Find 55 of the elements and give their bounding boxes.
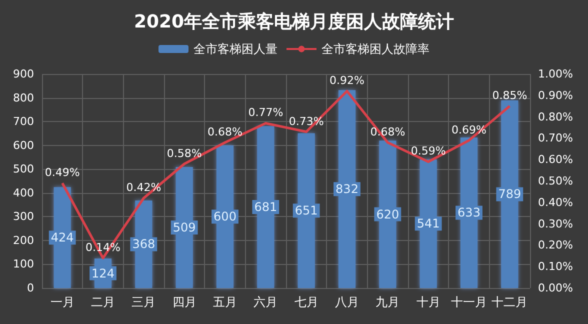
data-label: 0.92%: [330, 74, 364, 88]
x-tick-label: 一月: [50, 295, 74, 309]
data-label: 0.58%: [166, 146, 202, 160]
data-label: 600: [214, 210, 236, 224]
y-tick-label: 400: [13, 186, 34, 200]
y2-tick-label: 0.90%: [538, 88, 573, 102]
x-tick-label: 五月: [213, 295, 237, 309]
data-label: 541: [416, 216, 440, 231]
y2-tick-label: 0.70%: [538, 132, 573, 145]
data-label: 368: [132, 237, 156, 252]
data-label: 0.85%: [492, 89, 528, 102]
y-tick-label: 300: [13, 210, 34, 224]
y-tick-label: 900: [13, 68, 34, 80]
data-label: 832: [336, 182, 358, 196]
x-tick-label: 四月: [172, 295, 196, 309]
x-tick-label: 三月: [132, 295, 156, 309]
x-tick-label: 六月: [254, 295, 278, 309]
data-label: 124: [92, 266, 114, 280]
y-tick-label: 0: [27, 282, 34, 294]
x-tick-label: 八月: [335, 295, 359, 309]
legend-label: 全市客梯困人故障率: [322, 42, 430, 56]
x-tick-label: 十一月: [451, 295, 487, 309]
y2-tick-label: 0.50%: [538, 174, 573, 188]
x-tick-label: 二月: [91, 295, 115, 309]
y2-tick-label: 0.10%: [538, 260, 573, 274]
y2-tick-label: 0.00%: [538, 282, 573, 294]
y-tick-label: 100: [13, 258, 34, 271]
y-tick-label: 800: [13, 91, 34, 104]
legend-label: 全市客梯困人量: [194, 42, 278, 56]
chart-title: 2020年全市乘客电梯月度困人故障统计: [134, 12, 454, 32]
y-tick-label: 500: [13, 162, 34, 176]
data-label: 651: [294, 204, 318, 218]
data-label: 681: [254, 200, 278, 214]
y-tick-label: 200: [13, 234, 34, 247]
y2-tick-label: 1.00%: [538, 68, 573, 80]
data-label: 0.68%: [208, 125, 242, 138]
y2-tick-label: 0.60%: [538, 153, 573, 166]
data-label: 509: [172, 220, 196, 234]
y-tick-label: 600: [13, 138, 34, 152]
data-label: 424: [50, 230, 74, 245]
data-label: 0.59%: [410, 144, 446, 158]
x-tick-label: 九月: [376, 295, 400, 309]
data-label: 789: [498, 187, 522, 202]
data-label: 620: [376, 207, 400, 222]
data-label: 0.49%: [44, 166, 80, 180]
data-label: 0.77%: [248, 106, 284, 120]
y2-tick-label: 0.80%: [538, 110, 573, 124]
y2-tick-label: 0.20%: [538, 238, 573, 252]
y2-tick-label: 0.30%: [538, 217, 573, 230]
y2-tick-label: 0.40%: [538, 196, 573, 209]
y-tick-label: 700: [13, 115, 34, 128]
x-tick-label: 十月: [416, 295, 440, 309]
data-label: 633: [458, 206, 480, 220]
x-tick-label: 十二月: [492, 295, 528, 309]
x-tick-label: 七月: [294, 295, 318, 309]
